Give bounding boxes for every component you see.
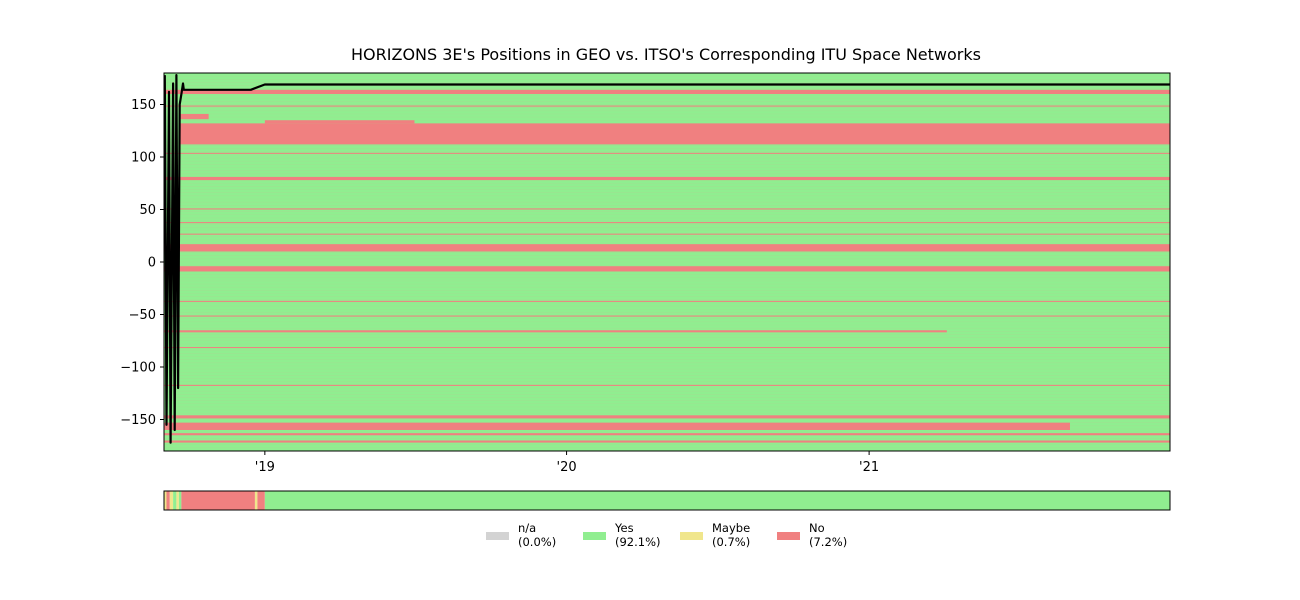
legend-label: Maybe [712,521,750,535]
legend-swatch [680,532,703,540]
y-tick-label: 150 [131,98,156,113]
no-band [164,440,1170,443]
y-tick-label: −150 [120,413,156,428]
x-tick-label: '20 [557,460,577,475]
no-band [164,300,1170,302]
legend-swatch [777,532,800,540]
no-band [164,415,1170,419]
no-band [164,89,1170,94]
legend: n/a(0.0%) Yes(92.1%) Maybe(0.7%) No(7.2%) [486,521,847,549]
no-band [164,422,1070,430]
no-band [164,152,1170,154]
legend-percent: (7.2%) [809,535,847,549]
summary-strip-frame [163,490,1171,511]
summary-strip [163,490,1171,511]
legend-percent: (92.1%) [615,535,661,549]
no-band [164,347,1170,349]
no-band [164,330,947,333]
x-tick-label: '19 [255,460,275,475]
summary-segment [178,491,182,510]
position-track-line [163,73,1170,444]
summary-segment [173,491,177,510]
y-axis: 150 100 50 0 −50 −100 −150 [120,98,164,428]
no-band [164,105,1170,107]
summary-segment [169,491,174,510]
legend-percent: (0.0%) [518,535,556,549]
x-tick-label: '21 [859,460,879,475]
no-band [164,233,1170,235]
no-band [164,384,1170,386]
no-band [164,266,1170,272]
summary-segment [164,491,167,510]
no-band [164,176,1170,181]
summary-segment [166,491,170,510]
no-band [164,315,1170,317]
summary-segment [176,491,179,510]
legend-label: n/a [518,521,536,535]
summary-segment [181,491,255,510]
y-tick-label: 50 [139,203,156,218]
summary-segment [254,491,258,510]
legend-percent: (0.7%) [712,535,750,549]
x-axis: '19 '20 '21 [255,451,879,475]
summary-segment [257,491,265,510]
main-plot [163,72,1171,452]
no-band [164,433,1170,436]
no-band [179,123,1171,145]
no-band [164,208,1170,210]
no-band [164,222,1170,224]
legend-swatch [486,532,509,540]
legend-label: Yes [614,521,634,535]
y-tick-label: 0 [148,256,156,271]
no-band [179,113,209,120]
chart-title: HORIZONS 3E's Positions in GEO vs. ITSO'… [351,45,981,64]
no-band [164,244,1170,252]
legend-swatch [583,532,606,540]
y-tick-label: −100 [120,361,156,376]
summary-segment [264,491,1170,510]
legend-label: No [809,521,825,535]
no-band [264,120,415,124]
y-tick-label: 100 [131,151,156,166]
y-tick-label: −50 [129,308,156,323]
